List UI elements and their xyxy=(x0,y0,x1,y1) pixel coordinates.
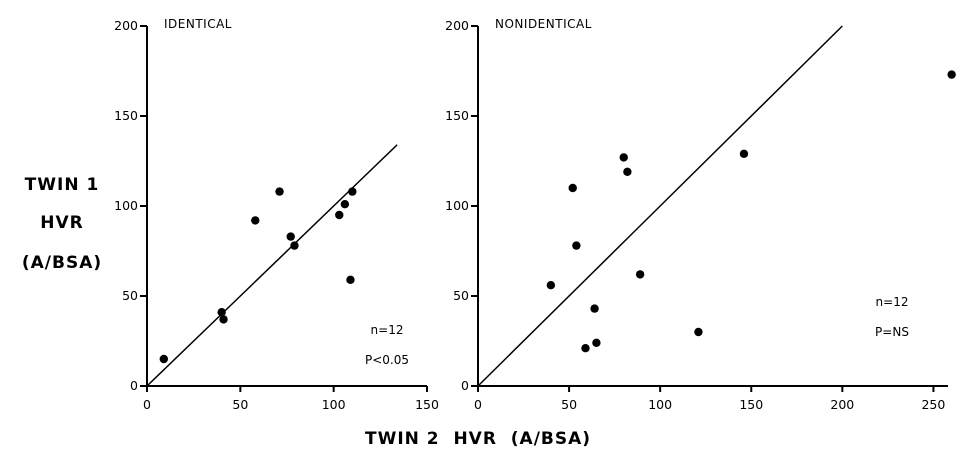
x-tick-label: 150 xyxy=(739,397,763,412)
panel-title: IDENTICAL xyxy=(164,17,232,31)
data-point xyxy=(623,167,632,176)
data-point xyxy=(340,200,350,209)
p-value-label: P=NS xyxy=(875,325,909,339)
data-point xyxy=(572,241,581,250)
y-tick-label: 50 xyxy=(453,288,469,303)
y-tick-label: 0 xyxy=(461,378,469,393)
data-point xyxy=(286,232,295,241)
panel-nonidentical: 0 50 100 150 200 0 50 100 150 200 250 NONIDENTICAL n… xyxy=(445,17,956,412)
data-point xyxy=(219,315,228,324)
identity-line xyxy=(146,144,398,387)
panel-title: NONIDENTICAL xyxy=(495,17,592,31)
data-point xyxy=(275,187,284,196)
x-tick-label: 250 xyxy=(921,397,945,412)
y-tick-label: 150 xyxy=(445,108,469,123)
y-tick-label: 100 xyxy=(445,198,469,213)
data-point xyxy=(251,216,260,225)
data-point xyxy=(694,327,703,337)
x-axis-title: TWIN 2 HVR (A/BSA) xyxy=(365,429,591,449)
data-point xyxy=(592,338,601,347)
y-axis-title-line2: HVR xyxy=(40,213,83,233)
data-point xyxy=(739,149,749,158)
x-tick-label: 50 xyxy=(232,397,248,412)
data-point xyxy=(290,241,299,250)
x-tick-label: 0 xyxy=(474,397,482,412)
data-point xyxy=(590,304,599,313)
y-axis-title: TWIN 1 HVR (A/BSA) xyxy=(22,175,102,273)
y-tick-label: 0 xyxy=(130,378,138,393)
data-point xyxy=(635,270,645,279)
data-point xyxy=(346,275,355,284)
y-tick-label: 100 xyxy=(114,198,138,213)
x-tick-label: 100 xyxy=(322,397,346,412)
data-point xyxy=(581,344,590,353)
identity-line xyxy=(477,25,843,387)
y-tick-label: 50 xyxy=(122,288,138,303)
x-tick-label: 200 xyxy=(830,397,854,412)
data-point xyxy=(568,183,577,193)
data-point xyxy=(546,281,556,290)
y-axis-title-line3: (A/BSA) xyxy=(22,253,102,273)
data-point xyxy=(348,187,357,196)
panel-identical: 0 50 100 150 200 0 50 100 150 IDENTICAL n=12 P<0.05 xyxy=(114,17,439,412)
sample-size-label: n=12 xyxy=(371,323,404,337)
data-point xyxy=(335,210,344,220)
data-point xyxy=(619,153,628,162)
y-tick-label: 150 xyxy=(114,108,138,123)
data-point xyxy=(947,70,956,79)
x-tick-label: 0 xyxy=(143,397,151,412)
data-point xyxy=(159,354,168,364)
x-tick-label: 100 xyxy=(648,397,672,412)
sample-size-label: n=12 xyxy=(876,295,909,309)
y-axis-title-line1: TWIN 1 xyxy=(25,175,100,195)
data-point xyxy=(217,308,226,317)
y-tick-label: 200 xyxy=(114,18,138,33)
x-tick-label: 150 xyxy=(415,397,439,412)
y-tick-label: 200 xyxy=(445,18,469,33)
p-value-label: P<0.05 xyxy=(365,353,409,367)
x-tick-label: 50 xyxy=(561,397,577,412)
